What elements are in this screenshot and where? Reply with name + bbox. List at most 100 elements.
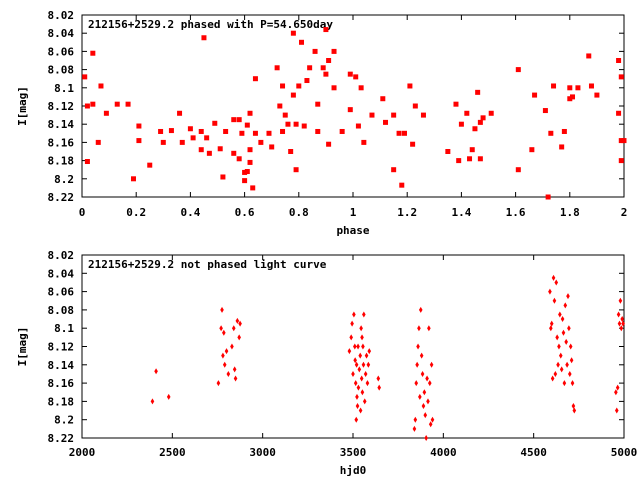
data-point — [238, 320, 242, 327]
data-point — [396, 130, 402, 136]
data-point — [326, 58, 332, 63]
y-tick-label: 8.06 — [48, 286, 75, 299]
data-point — [221, 352, 225, 359]
data-point — [586, 53, 592, 59]
data-point — [542, 108, 548, 114]
data-point — [347, 71, 353, 77]
data-point — [147, 162, 153, 168]
data-point — [566, 293, 570, 300]
data-point — [351, 370, 355, 377]
unphased-light-curve-chart: 2000 2500 3000 3500 4000 4500 5000 8.02 8.04 8.06… — [16, 249, 637, 477]
data-point — [204, 135, 210, 141]
data-point — [383, 119, 389, 125]
x-axis-label: phase — [336, 224, 369, 237]
x-tick-label: 1.2 — [397, 206, 417, 219]
data-point — [377, 384, 381, 391]
y-tick-label: 8.06 — [48, 45, 75, 58]
data-point — [445, 149, 451, 154]
data-point — [307, 65, 313, 71]
x-tick-label: 3000 — [249, 446, 276, 459]
data-point — [190, 135, 196, 141]
data-point — [488, 110, 494, 116]
data-point — [277, 103, 283, 109]
y-tick-label: 8.18 — [48, 155, 75, 168]
data-point — [563, 302, 568, 309]
data-point — [616, 311, 621, 318]
data-point — [419, 352, 424, 359]
y-tick-label: 8.16 — [48, 136, 75, 149]
data-point — [363, 370, 368, 377]
data-point — [353, 74, 359, 80]
data-point — [588, 83, 594, 89]
data-point — [551, 274, 556, 281]
data-point — [323, 27, 329, 33]
data-point — [125, 101, 131, 107]
data-point — [477, 119, 483, 125]
data-point — [515, 67, 521, 73]
data-point — [413, 416, 418, 423]
data-point — [615, 384, 620, 391]
data-point — [252, 76, 258, 82]
data-point — [244, 122, 250, 128]
data-point — [569, 357, 574, 364]
data-point — [95, 139, 101, 145]
data-point — [570, 380, 575, 387]
data-point — [475, 89, 481, 95]
data-point — [464, 110, 470, 116]
data-point — [369, 112, 375, 118]
data-point — [290, 92, 296, 98]
y-tick-label: 8.2 — [54, 173, 74, 186]
data-point — [414, 380, 419, 387]
data-point — [239, 130, 245, 136]
x-tick-label: 3500 — [340, 446, 367, 459]
y-tick-label: 8.12 — [48, 341, 75, 354]
data-point — [82, 74, 88, 80]
data-point — [557, 343, 561, 350]
data-point — [401, 130, 407, 136]
data-point — [549, 325, 553, 332]
data-point — [552, 297, 557, 304]
data-point — [360, 334, 364, 341]
data-point — [558, 352, 563, 359]
data-point — [114, 101, 120, 107]
data-point — [399, 182, 405, 188]
data-point — [575, 85, 581, 91]
data-point — [269, 144, 275, 150]
data-point — [412, 425, 417, 432]
x-tick-label: 1 — [350, 206, 357, 219]
data-point — [231, 117, 237, 123]
data-point — [621, 138, 627, 144]
x-tick-label: 0.4 — [180, 206, 200, 219]
data-point — [366, 361, 371, 368]
data-point — [422, 389, 427, 396]
data-point — [358, 85, 364, 91]
data-point — [222, 329, 226, 336]
data-point — [354, 361, 359, 368]
data-point — [376, 375, 381, 382]
data-point — [198, 128, 204, 134]
data-point — [425, 375, 429, 382]
data-point — [231, 325, 236, 332]
data-point — [453, 101, 459, 107]
data-point — [98, 83, 104, 89]
data-point — [567, 85, 573, 91]
x-tick-label: 0.6 — [235, 206, 255, 219]
data-point — [222, 361, 227, 368]
data-point — [235, 317, 240, 324]
data-point — [84, 159, 90, 165]
y-tick-label: 8.14 — [48, 359, 75, 372]
data-point — [356, 384, 361, 391]
data-point — [217, 146, 223, 152]
data-point — [352, 311, 356, 318]
data-point — [391, 167, 397, 173]
data-point — [354, 416, 359, 423]
data-point — [480, 115, 486, 121]
y-tick-label: 8.08 — [48, 64, 75, 77]
y-tick-label: 8.22 — [48, 191, 75, 204]
data-point — [550, 375, 555, 382]
data-point — [168, 128, 174, 134]
data-point — [545, 194, 551, 200]
y-axis-label: I[mag] — [16, 327, 29, 367]
data-point — [469, 147, 475, 153]
data-point — [293, 121, 299, 127]
